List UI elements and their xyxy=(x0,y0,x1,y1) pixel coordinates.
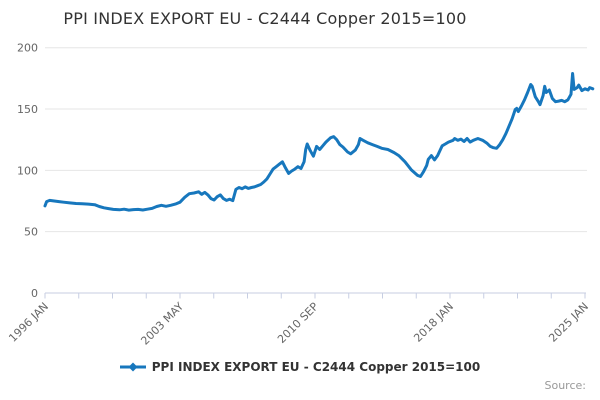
legend-line-marker-icon xyxy=(119,362,146,372)
x-axis-label: 1996 JAN xyxy=(6,300,51,345)
y-axis-label: 200 xyxy=(17,42,38,55)
source-label: Source: xyxy=(544,379,587,392)
chart-title: PPI INDEX EXPORT EU - C2444 Copper 2015=… xyxy=(63,9,467,28)
y-axis-label: 0 xyxy=(31,287,38,300)
y-axis-label: 150 xyxy=(17,103,38,116)
legend: PPI INDEX EXPORT EU - C2444 Copper 2015=… xyxy=(0,358,600,376)
series-line xyxy=(43,72,595,212)
legend-item-ppi-copper[interactable]: PPI INDEX EXPORT EU - C2444 Copper 2015=… xyxy=(119,360,481,374)
y-axis-label: 100 xyxy=(17,164,38,177)
legend-item-label: PPI INDEX EXPORT EU - C2444 Copper 2015=… xyxy=(151,360,481,374)
x-axis-label: 2018 JAN xyxy=(411,300,456,345)
x-axis-label: 2003 MAY xyxy=(138,300,186,348)
x-axis-label: 2010 SEP xyxy=(275,300,321,346)
x-axis-label: 2025 JAN xyxy=(546,300,591,345)
y-axis-label: 50 xyxy=(24,226,38,239)
